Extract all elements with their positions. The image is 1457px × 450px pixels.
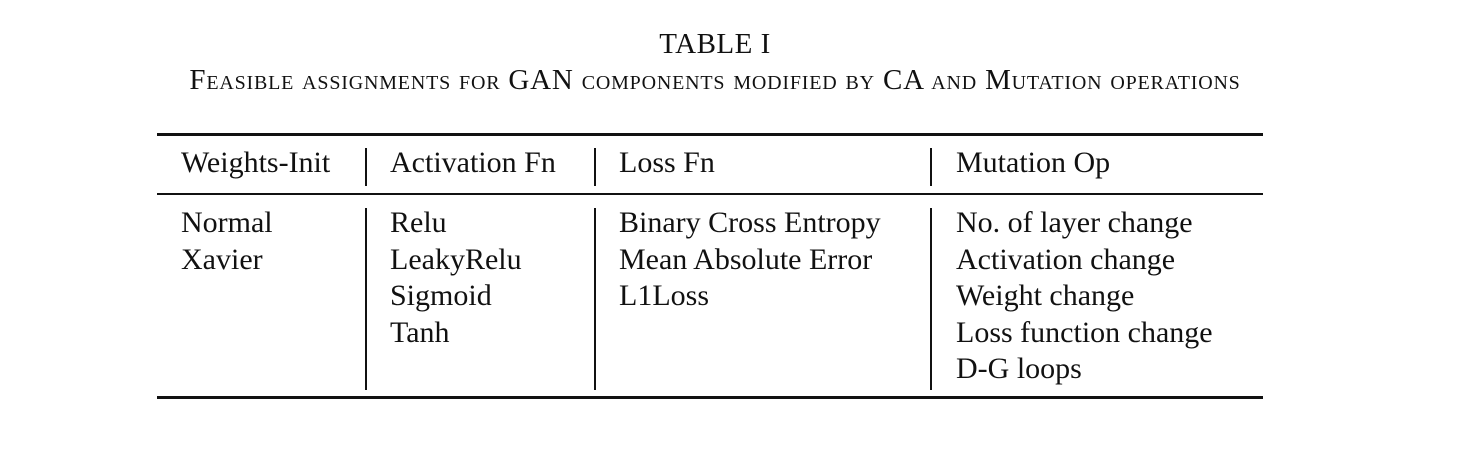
header-mutation-op: Mutation Op xyxy=(956,146,1111,179)
table-cell: Xavier xyxy=(181,242,263,276)
header-rule xyxy=(157,193,1263,195)
table-cell: Sigmoid xyxy=(390,279,492,312)
table-label: TABLE I xyxy=(659,28,771,60)
table-cell: D-G loops xyxy=(956,352,1082,385)
column-divider xyxy=(365,208,367,390)
header-activation-fn: Activation Fn xyxy=(390,146,556,179)
top-rule xyxy=(157,133,1263,136)
table-cell: LeakyRelu xyxy=(390,242,522,276)
table-cell: Binary Cross Entropy xyxy=(619,206,881,239)
column-divider xyxy=(594,208,596,390)
table-cell: Weight change xyxy=(956,279,1135,312)
activation-fn-column: Relu LeakyRelu Sigmoid Tanh xyxy=(390,205,522,351)
table-cell: Mean Absolute Error xyxy=(619,242,873,276)
table-cell: Relu xyxy=(390,206,447,239)
header-loss-fn: Loss Fn xyxy=(619,146,715,179)
column-divider xyxy=(930,208,932,390)
table-cell: Tanh xyxy=(390,315,450,349)
column-divider xyxy=(930,148,932,186)
table-cell: Activation change xyxy=(956,242,1176,276)
table-cell: Loss function change xyxy=(956,315,1213,349)
bottom-rule xyxy=(157,396,1263,399)
header-weights-init: Weights-Init xyxy=(181,146,331,179)
weights-init-column: Normal Xavier xyxy=(181,205,273,278)
table-cell: Normal xyxy=(181,206,273,239)
mutation-op-column: No. of layer change Activation change We… xyxy=(956,205,1213,388)
loss-fn-column: Binary Cross Entropy Mean Absolute Error… xyxy=(619,205,881,315)
table-cell: No. of layer change xyxy=(956,206,1193,239)
column-divider xyxy=(365,148,367,186)
table-caption: Feasible assignments for GAN components … xyxy=(189,64,1241,96)
column-divider xyxy=(594,148,596,186)
table-cell: L1Loss xyxy=(619,279,709,312)
